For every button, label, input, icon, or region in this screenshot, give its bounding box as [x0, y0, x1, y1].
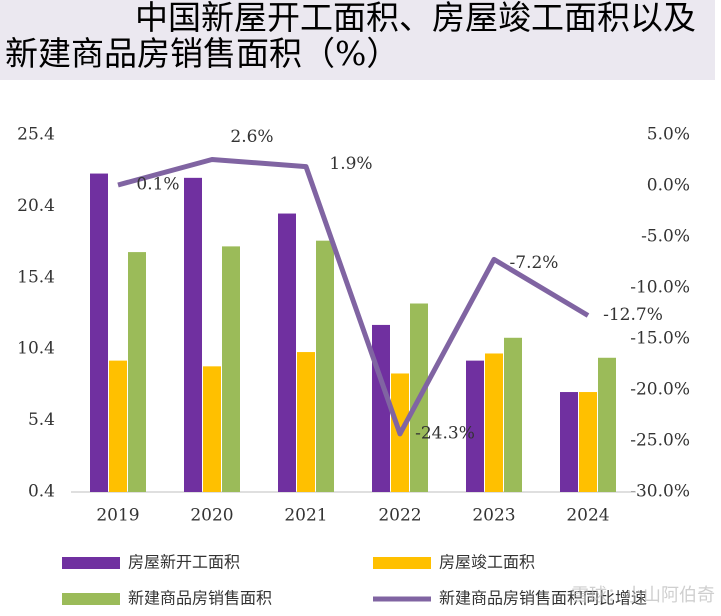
bar: [184, 177, 202, 492]
y-tick-label: 25.4: [17, 125, 55, 145]
data-label: -24.3%: [415, 423, 475, 443]
y2-tick-label: 5.0%: [647, 125, 690, 145]
bar: [278, 213, 296, 493]
bar: [560, 392, 578, 492]
y-tick-label: 5.4: [28, 410, 55, 430]
bar: [504, 337, 522, 492]
legend-swatch: [373, 557, 431, 569]
legend-swatch: [62, 557, 120, 569]
watermark: 雪球：小山阿伯奇: [571, 585, 715, 606]
data-label: 2.6%: [230, 127, 273, 147]
y2-tick-label: -15.0%: [630, 329, 690, 349]
data-label: 0.1%: [136, 174, 179, 194]
y2-tick-label: 0.0%: [647, 176, 690, 196]
bar: [90, 173, 108, 492]
x-tick-label: 2022: [378, 506, 421, 526]
x-tick-label: 2020: [190, 506, 233, 526]
chart-title: 中国新屋开工面积、房屋竣工面积以及新建商品房销售面积（%）: [0, 0, 715, 80]
legend-label: 新建商品房销售面积同比增速: [439, 589, 647, 608]
y2-tick-label: -30.0%: [630, 482, 690, 502]
y-tick-label: 10.4: [17, 339, 55, 359]
y-tick-label: 0.4: [28, 482, 55, 502]
data-label: -12.7%: [603, 305, 663, 325]
legend-label: 房屋竣工面积: [439, 553, 535, 572]
x-tick-label: 2024: [566, 506, 609, 526]
bar: [466, 360, 484, 492]
bar: [598, 357, 616, 492]
legend-swatch: [62, 593, 120, 605]
y-tick-label: 15.4: [17, 267, 55, 287]
x-tick-label: 2021: [284, 506, 327, 526]
y2-tick-label: -5.0%: [641, 227, 690, 247]
bar: [128, 252, 146, 492]
bar: [579, 392, 597, 492]
bar: [372, 324, 390, 492]
bar: [297, 352, 315, 492]
legend-label: 房屋新开工面积: [128, 553, 240, 572]
data-label: -7.2%: [510, 253, 559, 273]
y2-tick-label: -20.0%: [630, 380, 690, 400]
data-label: 1.9%: [329, 154, 372, 174]
legend-label: 新建商品房销售面积: [128, 589, 272, 608]
y2-tick-label: -10.0%: [630, 278, 690, 298]
bar: [203, 366, 221, 492]
x-tick-label: 2023: [472, 506, 515, 526]
line: [117, 156, 590, 437]
bar: [485, 353, 503, 492]
y2-tick-label: -25.0%: [630, 431, 690, 451]
bar: [109, 360, 127, 492]
y-tick-label: 20.4: [17, 196, 55, 216]
bar: [222, 246, 240, 492]
x-tick-label: 2019: [96, 506, 139, 526]
bar: [316, 240, 334, 492]
